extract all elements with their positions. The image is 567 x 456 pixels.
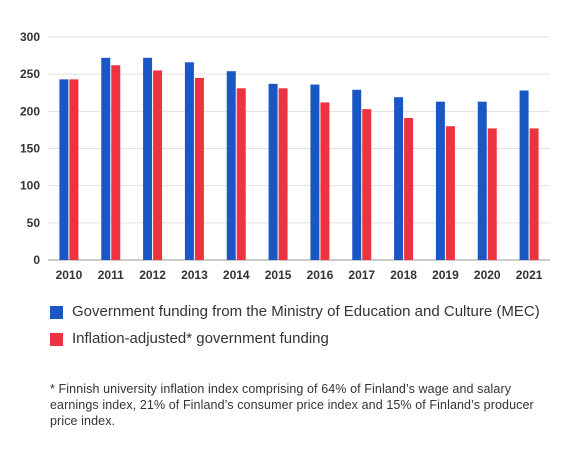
- y-tick-label: 300: [20, 30, 40, 44]
- y-tick-label: 250: [20, 67, 40, 81]
- y-tick-label: 150: [20, 142, 40, 156]
- bar-mec-2014: [226, 71, 236, 261]
- bar-mec-2015: [268, 83, 278, 260]
- bar-mec-2018: [394, 97, 404, 261]
- legend-label-inflation: Inflation-adjusted* government funding: [72, 330, 329, 347]
- bar-inflation-2020: [487, 128, 497, 260]
- x-tick-label: 2018: [390, 268, 417, 282]
- x-tick-label: 2013: [181, 268, 208, 282]
- legend-label-mec: Government funding from the Ministry of …: [72, 303, 540, 320]
- x-tick-label: 2010: [56, 268, 83, 282]
- bar-mec-2016: [310, 84, 320, 260]
- bar-inflation-2014: [236, 88, 246, 260]
- bar-inflation-2010: [69, 79, 79, 261]
- x-tick-label: 2014: [223, 268, 250, 282]
- x-tick-label: 2012: [139, 268, 166, 282]
- legend-item-inflation: Inflation-adjusted* government funding: [50, 330, 550, 348]
- x-tick-label: 2020: [474, 268, 501, 282]
- bar-inflation-2011: [111, 65, 121, 260]
- x-tick-label: 2011: [98, 268, 124, 282]
- y-tick-label: 100: [20, 179, 40, 193]
- y-tick-label: 200: [20, 104, 40, 118]
- footnote: * Finnish university inflation index com…: [50, 382, 534, 428]
- bar-inflation-2013: [194, 77, 204, 260]
- bar-mec-2011: [101, 57, 111, 261]
- legend: Government funding from the Ministry of …: [50, 303, 550, 348]
- bar-inflation-2018: [404, 118, 414, 260]
- bar-mec-2012: [143, 57, 153, 261]
- x-tick-label: 2019: [432, 268, 459, 282]
- x-tick-label: 2016: [307, 268, 334, 282]
- x-axis-ticks: 2010 2011 2012 2013 2014 2015 2016 2017 2018 2019…: [56, 268, 543, 282]
- y-tick-label: 0: [33, 253, 40, 267]
- bar-inflation-2017: [362, 109, 372, 260]
- bar-mec-2010: [59, 79, 69, 261]
- bar-inflation-2019: [445, 126, 455, 260]
- bar-mec-2013: [184, 62, 194, 261]
- y-tick-label: 50: [27, 216, 41, 230]
- bar-mec-2017: [352, 89, 362, 260]
- bar-mec-2020: [477, 101, 487, 260]
- bar-inflation-2021: [529, 128, 539, 260]
- gridlines: [48, 36, 550, 261]
- x-tick-label: 2017: [348, 268, 375, 282]
- legend-swatch-inflation: [50, 333, 63, 346]
- y-axis-ticks: 0 50 100 150 200 250 300: [20, 30, 40, 267]
- x-tick-label: 2021: [516, 268, 543, 282]
- legend-swatch-mec: [50, 306, 63, 319]
- bars: [59, 57, 539, 261]
- x-tick-label: 2015: [265, 268, 292, 282]
- bar-inflation-2015: [278, 88, 288, 260]
- bar-mec-2021: [519, 90, 529, 261]
- bar-inflation-2012: [153, 70, 163, 260]
- legend-item-mec: Government funding from the Ministry of …: [50, 303, 550, 321]
- bar-inflation-2016: [320, 102, 330, 260]
- bar-mec-2019: [435, 101, 445, 260]
